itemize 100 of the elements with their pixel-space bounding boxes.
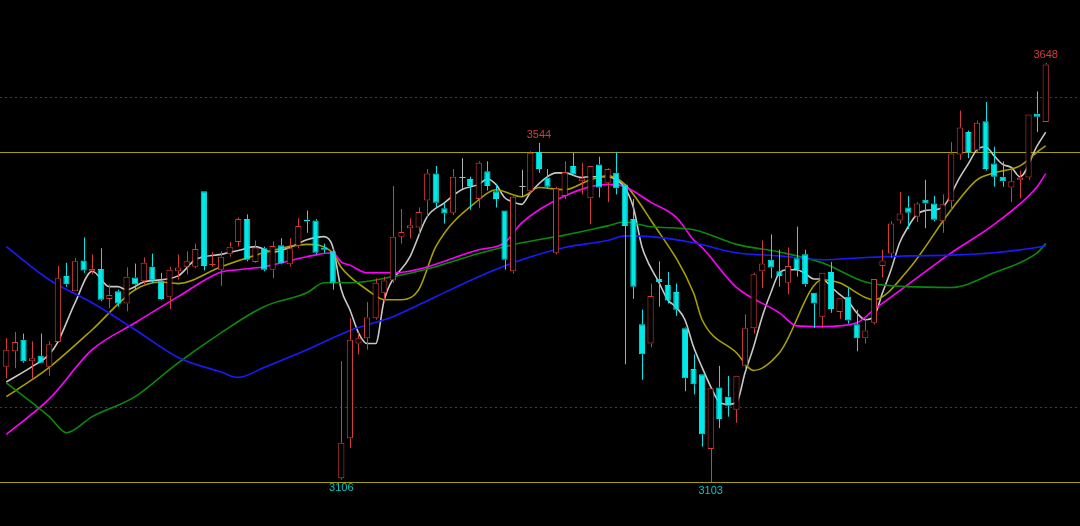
annotation: 3648 bbox=[1033, 48, 1058, 61]
candlestick bbox=[149, 253, 156, 284]
candlestick bbox=[930, 195, 938, 222]
candlestick bbox=[415, 206, 422, 235]
candlestick bbox=[243, 213, 250, 262]
candlestick bbox=[776, 249, 783, 288]
annotation: 3106 bbox=[329, 481, 354, 494]
candlestick bbox=[630, 198, 637, 300]
candlestick bbox=[948, 141, 955, 212]
candlestick bbox=[535, 142, 542, 174]
candlestick bbox=[37, 333, 44, 363]
candlestick bbox=[862, 317, 869, 345]
candlestick bbox=[613, 151, 620, 195]
candlestick bbox=[784, 246, 792, 295]
candlestick bbox=[638, 309, 646, 381]
candlestick bbox=[441, 202, 448, 225]
candlestick bbox=[827, 261, 835, 314]
candlestick bbox=[183, 250, 190, 275]
candlestick bbox=[793, 226, 800, 278]
candlestick bbox=[312, 218, 319, 255]
candlestick bbox=[681, 328, 689, 392]
candlestick bbox=[20, 333, 27, 364]
candlestick bbox=[424, 168, 431, 218]
candlestick bbox=[527, 150, 534, 194]
candlestick bbox=[208, 251, 217, 268]
candlestick bbox=[484, 160, 491, 192]
candlestick bbox=[449, 168, 457, 216]
candlestick bbox=[80, 236, 87, 274]
candlestick bbox=[510, 193, 517, 275]
candlestick bbox=[217, 250, 225, 287]
candlestick bbox=[286, 237, 293, 268]
candlestick bbox=[836, 298, 843, 320]
candlestick bbox=[363, 301, 371, 351]
candlestick bbox=[905, 195, 912, 230]
candlestick bbox=[561, 160, 568, 200]
candlestick bbox=[544, 168, 551, 189]
candlestick bbox=[887, 220, 895, 259]
candlestick bbox=[853, 309, 860, 352]
candlestick bbox=[140, 256, 147, 285]
candlestick bbox=[819, 272, 826, 329]
candlestick bbox=[339, 360, 344, 481]
candlestick bbox=[235, 216, 242, 248]
candlestick bbox=[295, 217, 302, 249]
candlestick bbox=[699, 374, 706, 448]
candlestick bbox=[398, 208, 405, 245]
candlestick bbox=[587, 165, 594, 225]
candlestick bbox=[501, 210, 508, 271]
candlestick bbox=[3, 337, 10, 379]
candlestick bbox=[381, 276, 388, 302]
candlestick bbox=[741, 313, 749, 371]
candlestick bbox=[810, 292, 817, 329]
annotation: 3544 bbox=[526, 128, 552, 141]
candlestick bbox=[71, 257, 79, 292]
candlestick bbox=[157, 272, 165, 299]
candlestick bbox=[175, 253, 182, 281]
candlestick bbox=[939, 193, 946, 234]
candlestick bbox=[1008, 169, 1015, 203]
candlestick bbox=[123, 266, 130, 312]
candlestick bbox=[54, 265, 61, 343]
candlestick bbox=[707, 388, 714, 483]
candlestick bbox=[913, 201, 920, 223]
candlestick bbox=[690, 353, 697, 395]
candlestick bbox=[63, 262, 70, 288]
candlestick bbox=[373, 277, 378, 321]
candlestick bbox=[97, 247, 104, 302]
candlestick bbox=[664, 271, 671, 305]
candlestick bbox=[896, 191, 903, 225]
candlestick bbox=[604, 169, 611, 203]
candlestick bbox=[716, 365, 723, 429]
candlestick bbox=[879, 249, 886, 278]
candlestick bbox=[475, 160, 482, 209]
candlestick bbox=[802, 249, 809, 288]
candlestick bbox=[595, 156, 603, 198]
candlestick bbox=[458, 157, 467, 191]
annotation: 3103 bbox=[698, 483, 723, 496]
candlestick bbox=[132, 263, 139, 291]
candlestick bbox=[733, 375, 740, 424]
candlestick bbox=[467, 176, 474, 211]
candlestick bbox=[269, 240, 276, 279]
candlestick bbox=[518, 169, 527, 198]
candlestick bbox=[389, 185, 396, 284]
candlestick bbox=[492, 183, 500, 208]
candlestick bbox=[200, 191, 207, 272]
candlestick bbox=[1016, 170, 1024, 199]
candlestick bbox=[922, 179, 929, 229]
candlestick bbox=[991, 146, 998, 188]
candlestick bbox=[845, 287, 852, 325]
candlestick bbox=[621, 184, 628, 365]
candlestick bbox=[956, 110, 963, 161]
candlestick bbox=[724, 375, 731, 418]
candlestick bbox=[355, 332, 362, 355]
candlestick bbox=[982, 101, 989, 172]
candlestick bbox=[750, 272, 757, 335]
candlestick bbox=[432, 165, 439, 208]
candlestick bbox=[46, 340, 53, 377]
candlestick bbox=[673, 283, 680, 317]
candlestick bbox=[106, 283, 113, 309]
candlestick bbox=[166, 266, 173, 310]
candlestick bbox=[346, 317, 353, 449]
candlestick bbox=[647, 283, 654, 348]
